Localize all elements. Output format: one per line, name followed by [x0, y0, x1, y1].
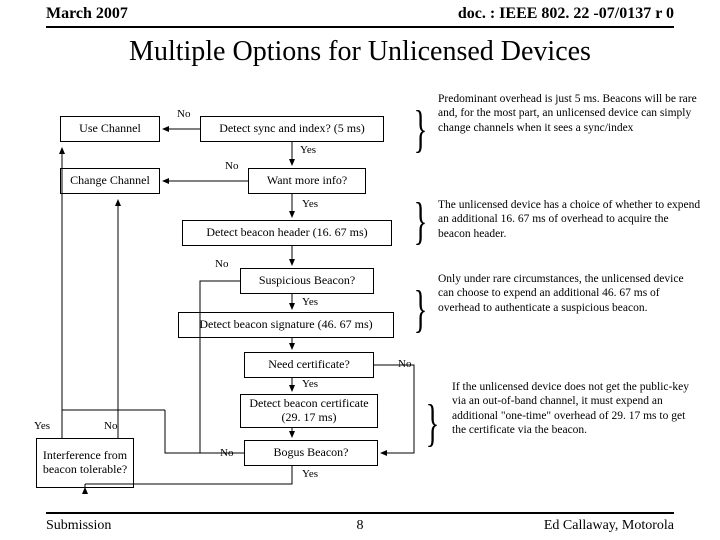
no-interf: No: [104, 420, 117, 432]
brace-3: }: [414, 284, 428, 336]
box-detect-sync: Detect sync and index? (5 ms): [200, 116, 384, 142]
box-bogus-beacon: Bogus Beacon?: [244, 440, 378, 466]
yes-wantinfo: Yes: [302, 198, 318, 210]
no-suspicious: No: [215, 258, 228, 270]
box-detect-cert: Detect beacon certificate (29. 17 ms): [240, 394, 378, 428]
header-left: March 2007: [46, 5, 128, 23]
yes-sync: Yes: [300, 144, 316, 156]
note-3: Only under rare circumstances, the unlic…: [438, 272, 702, 315]
no-sync: No: [177, 108, 190, 120]
footer-rule: [46, 512, 674, 514]
header-rule: [46, 26, 674, 28]
no-needcert: No: [398, 358, 411, 370]
box-need-cert: Need certificate?: [244, 352, 374, 378]
brace-4: }: [426, 398, 440, 450]
no-wantinfo: No: [225, 160, 238, 172]
brace-2: }: [414, 196, 428, 248]
yes-bogus: Yes: [302, 468, 318, 480]
box-want-more-info: Want more info?: [248, 168, 366, 194]
yes-interf: Yes: [34, 420, 50, 432]
note-2: The unlicensed device has a choice of wh…: [438, 198, 702, 241]
box-suspicious: Suspicious Beacon?: [240, 268, 374, 294]
yes-needcert: Yes: [302, 378, 318, 390]
box-detect-header: Detect beacon header (16. 67 ms): [182, 220, 392, 246]
box-detect-signature: Detect beacon signature (46. 67 ms): [178, 312, 394, 338]
note-1: Predominant overhead is just 5 ms. Beaco…: [438, 92, 702, 135]
box-use-channel: Use Channel: [60, 116, 160, 142]
box-change-channel: Change Channel: [60, 168, 160, 194]
page-title: Multiple Options for Unlicensed Devices: [0, 36, 720, 68]
box-interference: Interference from beacon tolerable?: [36, 438, 134, 488]
brace-1: }: [414, 104, 428, 156]
note-4: If the unlicensed device does not get th…: [452, 380, 702, 438]
yes-suspicious: Yes: [302, 296, 318, 308]
header-right: doc. : IEEE 802. 22 -07/0137 r 0: [458, 5, 674, 23]
no-bogus: No: [220, 447, 233, 459]
footer-right: Ed Callaway, Motorola: [544, 518, 674, 534]
